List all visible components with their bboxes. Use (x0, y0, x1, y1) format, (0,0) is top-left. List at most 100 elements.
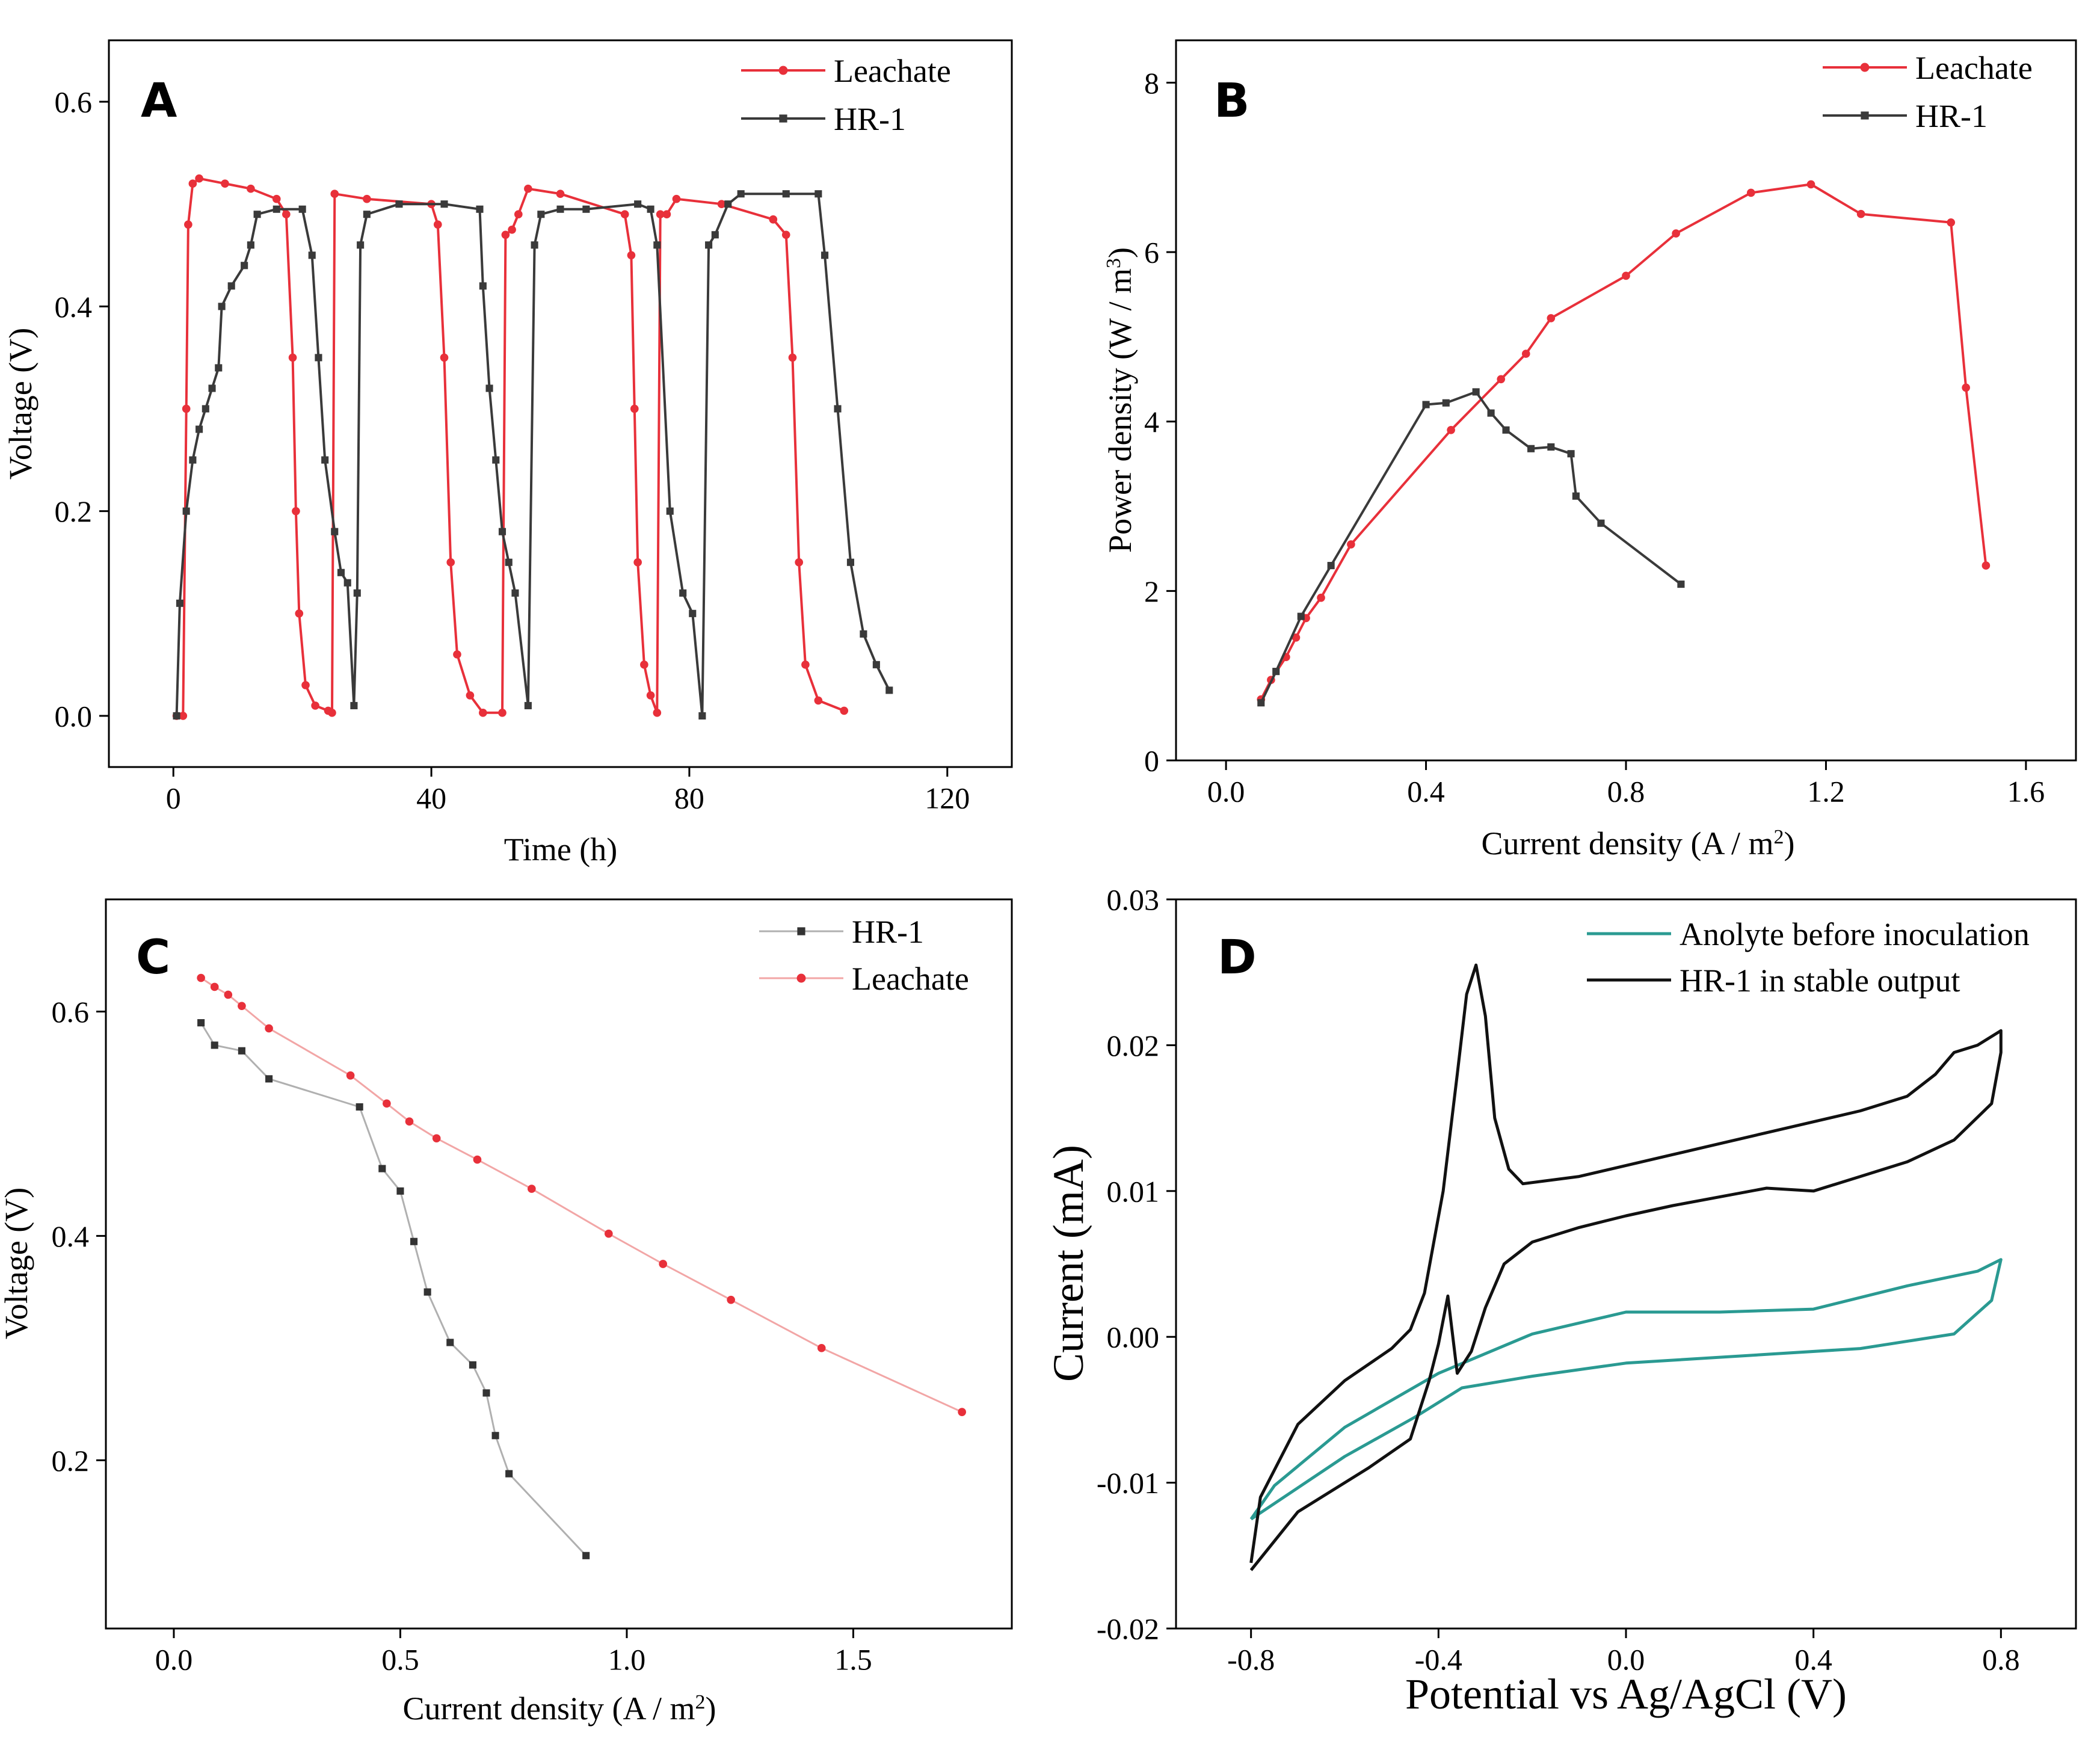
data-point (423, 1288, 431, 1296)
y-tick-label: 4 (1144, 405, 1159, 439)
x-tick-label: 0 (166, 781, 181, 815)
data-point (1746, 188, 1755, 197)
x-tick-label: -0.8 (1227, 1643, 1275, 1677)
y-tick-label: 0.02 (1107, 1029, 1160, 1062)
legend-swatch-marker (797, 927, 805, 935)
series-hr-1 (197, 1019, 590, 1559)
data-point (295, 609, 304, 618)
data-point (1547, 443, 1555, 451)
data-point (405, 1117, 414, 1126)
data-point (188, 179, 197, 188)
data-point (476, 205, 484, 213)
y-axis-label-superscript: 3 (1103, 258, 1125, 268)
data-point (473, 1155, 482, 1164)
data-point (1292, 633, 1301, 642)
data-point (508, 225, 516, 234)
series-line (1249, 963, 2003, 1571)
data-point (353, 589, 361, 597)
data-point (197, 973, 205, 982)
panel-letter: D (1218, 931, 1257, 985)
panel-a-chart: A 0 40 80 120 0.0 0.2 0.4 0.6 Leachate HR-1 Time… (2, 39, 1013, 867)
data-point (679, 589, 687, 597)
data-point (724, 200, 732, 208)
data-point (1672, 229, 1680, 238)
data-point (288, 353, 297, 362)
data-point (1272, 668, 1280, 676)
data-point (1567, 450, 1575, 458)
data-point (357, 241, 365, 249)
data-point (433, 220, 442, 229)
data-point (227, 282, 235, 290)
legend-item: Leachate (759, 961, 969, 997)
data-point (1487, 409, 1495, 417)
data-point (1622, 271, 1630, 280)
data-point (253, 211, 261, 218)
legend-item: Anolyte before inoculation (1587, 916, 2030, 952)
legend-label: HR-1 (834, 101, 906, 137)
data-point (282, 210, 291, 219)
data-point (482, 1389, 490, 1397)
data-point (630, 404, 639, 413)
data-point (1806, 180, 1815, 189)
plot-frame (105, 898, 1013, 1630)
data-point (363, 211, 371, 218)
data-point (331, 528, 339, 535)
data-point (1962, 383, 1970, 392)
legend-swatch-marker (1861, 111, 1869, 120)
data-point (582, 1552, 590, 1559)
legend-label: Leachate (834, 53, 951, 89)
data-point (788, 353, 797, 362)
x-tick-label: 1.2 (1807, 775, 1845, 809)
y-tick-label: 0.03 (1107, 883, 1160, 917)
x-axis-label-superscript: 2 (695, 1691, 705, 1713)
series-leachate (197, 973, 966, 1416)
y-tick-label: 8 (1144, 66, 1159, 100)
data-point (1572, 492, 1580, 500)
x-axis-label: Current density (A / m2) (403, 1690, 716, 1727)
data-point (273, 205, 280, 213)
legend-swatch-marker (796, 973, 806, 983)
data-point (195, 174, 203, 183)
data-point (528, 1185, 536, 1193)
x-axis-label-end: ) (705, 1690, 716, 1727)
y-axis-label: Current (mA) (1044, 1145, 1092, 1382)
data-point (627, 251, 636, 260)
data-point (840, 706, 849, 715)
x-tick-label: 0.8 (1982, 1643, 2020, 1677)
data-point (860, 630, 867, 638)
data-point (221, 179, 229, 188)
x-tick-label: 0.4 (1794, 1643, 1832, 1677)
data-point (265, 1024, 273, 1033)
data-point (328, 709, 336, 717)
y-tick-label: -0.02 (1097, 1612, 1159, 1646)
data-point (466, 691, 475, 700)
data-point (666, 507, 674, 515)
data-point (1981, 561, 1991, 570)
chart-legend: Leachate HR-1 (741, 53, 951, 137)
x-axis-label: Potential vs Ag/AgCl (V) (1405, 1670, 1847, 1718)
data-point (356, 1103, 363, 1111)
data-point (337, 569, 345, 576)
x-axis-label: Time (h) (504, 831, 618, 867)
data-point (330, 190, 339, 199)
y-tick-label: -0.01 (1097, 1466, 1159, 1500)
legend-item: HR-1 in stable output (1587, 963, 1960, 999)
data-point (1472, 388, 1480, 396)
data-point (717, 200, 726, 209)
y-tick-label: 0.4 (52, 1219, 90, 1253)
data-point (218, 303, 226, 310)
data-point (378, 1165, 386, 1173)
x-tick-label: 0.0 (1207, 775, 1245, 809)
data-point (795, 558, 804, 567)
x-axis-label-superscript: 2 (1773, 826, 1784, 848)
data-point (346, 1071, 355, 1080)
legend-swatch-marker (778, 66, 788, 75)
chart-legend: HR-1 Leachate (759, 914, 969, 997)
legend-item: HR-1 (759, 914, 924, 950)
data-point (396, 1187, 404, 1195)
data-point (343, 579, 351, 587)
data-point (238, 1002, 246, 1010)
legend-item: HR-1 (1823, 98, 1988, 134)
data-point (184, 220, 192, 229)
data-point (662, 210, 671, 219)
